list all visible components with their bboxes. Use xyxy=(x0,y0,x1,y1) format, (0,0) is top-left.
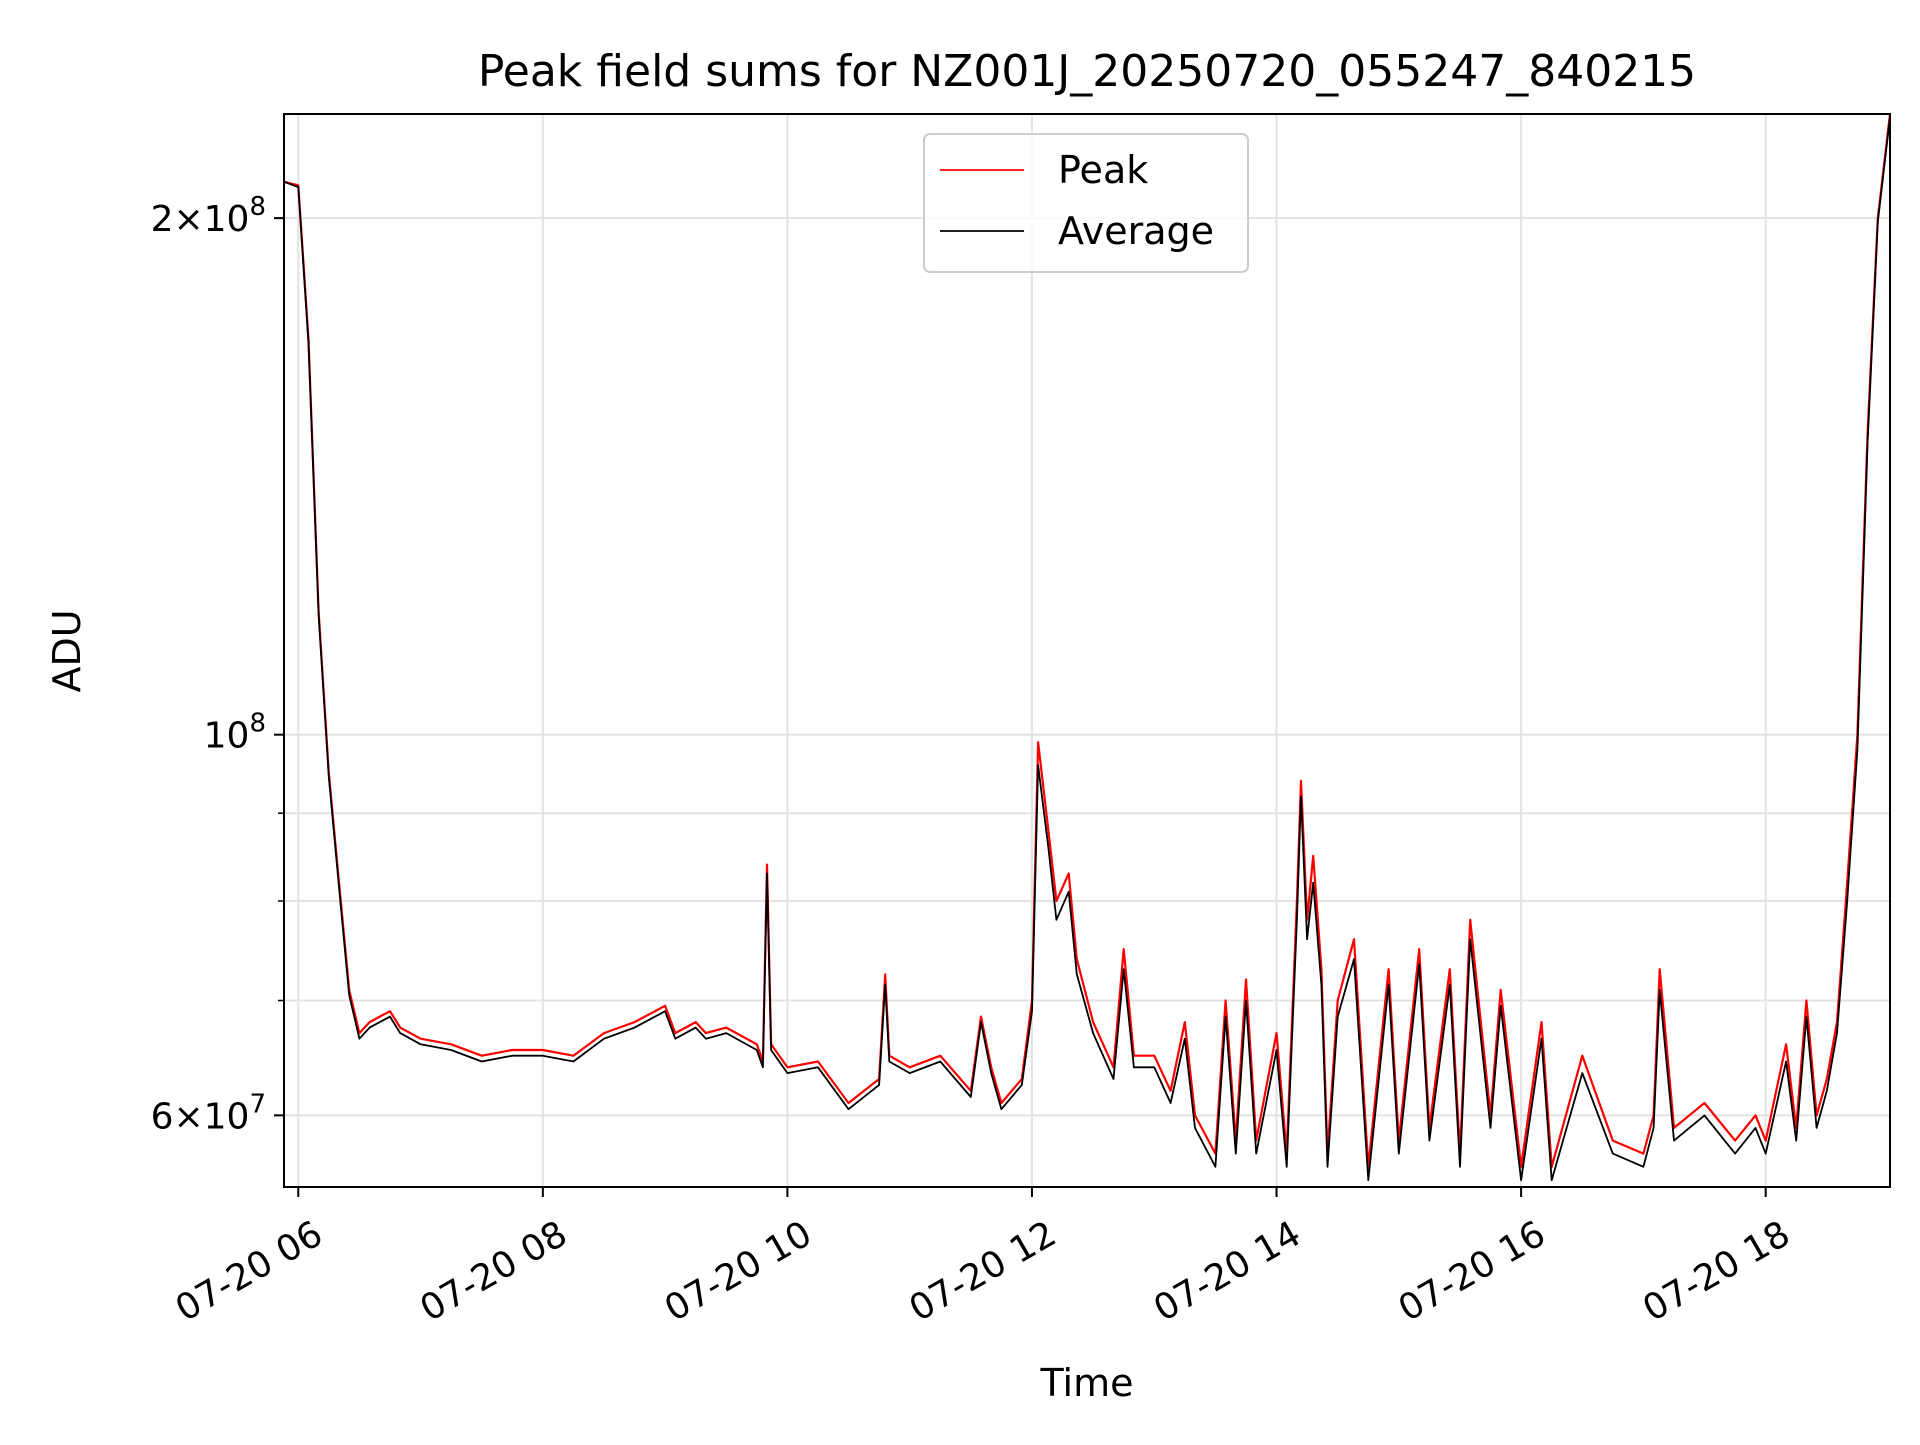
chart-title: Peak field sums for NZ001J_20250720_0552… xyxy=(478,46,1696,97)
legend: Peak Average xyxy=(923,133,1249,273)
x-axis-label: Time xyxy=(1040,1361,1134,1405)
plot-area-frame xyxy=(283,113,1891,1188)
y-tick-label: 6×107 xyxy=(151,1089,266,1137)
y-tick-label: 2×108 xyxy=(151,192,266,240)
series-layer xyxy=(284,114,1890,1182)
series-line-peak xyxy=(284,114,1890,1168)
legend-box xyxy=(923,133,1249,273)
y-tick-label: 108 xyxy=(204,709,266,757)
series-line-average xyxy=(284,117,1890,1182)
y-axis-label: ADU xyxy=(45,609,89,692)
legend-label-average: Average xyxy=(1058,209,1214,253)
legend-label-peak: Peak xyxy=(1058,148,1148,192)
